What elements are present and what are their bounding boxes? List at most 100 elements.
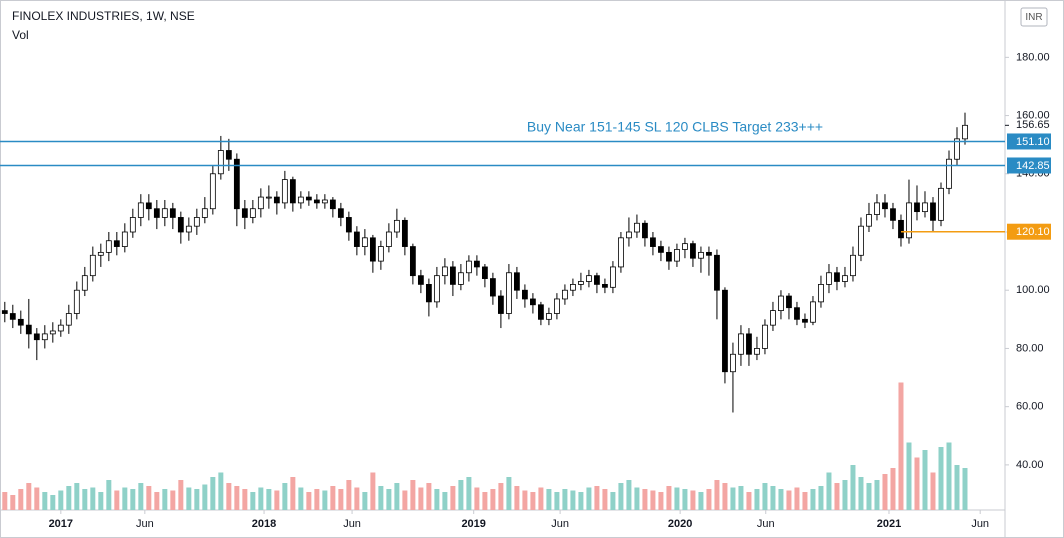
volume-bar: [82, 489, 88, 510]
volume-bar: [202, 484, 208, 510]
candle-body: [473, 260, 480, 268]
candle-body: [281, 179, 288, 204]
candle-body: [161, 208, 168, 218]
volume-bar: [162, 489, 168, 510]
candle-body: [690, 243, 696, 259]
candle-body: [546, 313, 552, 320]
volume-bar: [322, 490, 328, 510]
volume-bar: [250, 492, 256, 510]
volume-bar: [482, 492, 488, 510]
volume-bar: [146, 486, 152, 510]
candle-body: [658, 246, 664, 253]
x-tick-label: Jun: [757, 518, 775, 530]
candle-body: [401, 219, 408, 247]
volume-bar: [506, 477, 512, 510]
candle-body: [554, 298, 560, 314]
volume-bar: [402, 490, 408, 510]
volume-bar: [778, 489, 784, 510]
volume-bar: [218, 472, 224, 510]
volume-bar: [818, 486, 824, 510]
x-tick-label: 2019: [461, 518, 485, 530]
x-tick-label: Jun: [551, 518, 569, 530]
candle-body: [361, 237, 368, 247]
volume-bar: [746, 492, 752, 510]
volume-bar: [378, 486, 384, 510]
candle-body: [441, 266, 448, 277]
volume-bar: [346, 480, 352, 510]
candle-body: [249, 208, 256, 218]
volume-bar: [42, 492, 48, 510]
candle-body: [105, 240, 112, 253]
currency: INR: [1025, 12, 1042, 23]
x-tick-label: Jun: [971, 518, 989, 530]
volume-bar: [906, 442, 912, 510]
volume-bar: [866, 483, 872, 510]
candle-body: [714, 254, 720, 291]
volume-bar: [498, 483, 504, 510]
volume-bar: [578, 492, 584, 510]
currency-box[interactable]: [1020, 7, 1048, 27]
level-label: 120.10: [1016, 226, 1050, 238]
candle-body: [265, 196, 272, 199]
candle-body: [465, 260, 472, 274]
volume-bar: [122, 487, 128, 510]
candle-body: [489, 278, 496, 297]
candle-body: [898, 219, 904, 239]
candle-body: [305, 196, 312, 201]
level-label-box: [1007, 157, 1051, 174]
candle-body: [946, 158, 952, 189]
volume-bar: [50, 495, 56, 510]
volume-bar: [842, 480, 848, 510]
candle-body: [866, 214, 872, 227]
candle-body: [762, 324, 768, 349]
volume-bar: [946, 442, 952, 510]
level-label: 151.10: [1016, 136, 1050, 148]
volume-bar: [170, 490, 176, 510]
y-tick-label: 160.00: [1016, 109, 1050, 121]
x-tick-label: 2021: [877, 518, 901, 530]
candle-body: [409, 246, 416, 277]
candle-body: [850, 254, 856, 277]
candle-body: [329, 199, 336, 210]
volume-bar: [330, 486, 336, 510]
volume-bar: [194, 489, 200, 510]
candle-body: [538, 304, 544, 320]
volume-bar: [834, 483, 840, 510]
volume-bar: [106, 480, 112, 510]
volume-bar: [722, 483, 728, 510]
candle-body: [273, 196, 280, 204]
volume-bar: [634, 487, 640, 510]
candle-body: [481, 266, 488, 279]
volume-bar: [410, 480, 416, 510]
volume-bar: [298, 487, 304, 510]
candle-body: [794, 307, 800, 320]
candle-body: [17, 318, 24, 326]
volume-bar: [754, 489, 760, 510]
candle-body: [377, 246, 384, 262]
candle-body: [449, 266, 456, 285]
volume-bar: [90, 487, 96, 510]
volume-bar: [586, 487, 592, 510]
candle-body: [730, 353, 736, 373]
chart-title: FINOLEX INDUSTRIES, 1W, NSE: [12, 9, 195, 23]
volume-bar: [922, 450, 928, 510]
volume-bar: [666, 486, 672, 510]
volume-bar: [66, 486, 72, 510]
candle-body: [385, 231, 392, 247]
volume-bar: [34, 487, 40, 510]
candle-body: [65, 313, 72, 326]
candle-body: [177, 217, 184, 233]
candle-body: [874, 202, 880, 215]
candle-body: [49, 330, 56, 335]
volume-bar: [802, 492, 808, 510]
candle-body: [33, 333, 40, 341]
volume-bar: [874, 480, 880, 510]
x-tick-label: Jun: [136, 518, 154, 530]
y-tick-label: 180.00: [1016, 51, 1050, 63]
volume-bar: [554, 492, 560, 510]
volume-bar: [602, 489, 608, 510]
candle-body: [818, 284, 824, 303]
volume-bar: [442, 492, 448, 510]
candle-body: [345, 217, 352, 233]
volume-bar: [610, 492, 616, 510]
